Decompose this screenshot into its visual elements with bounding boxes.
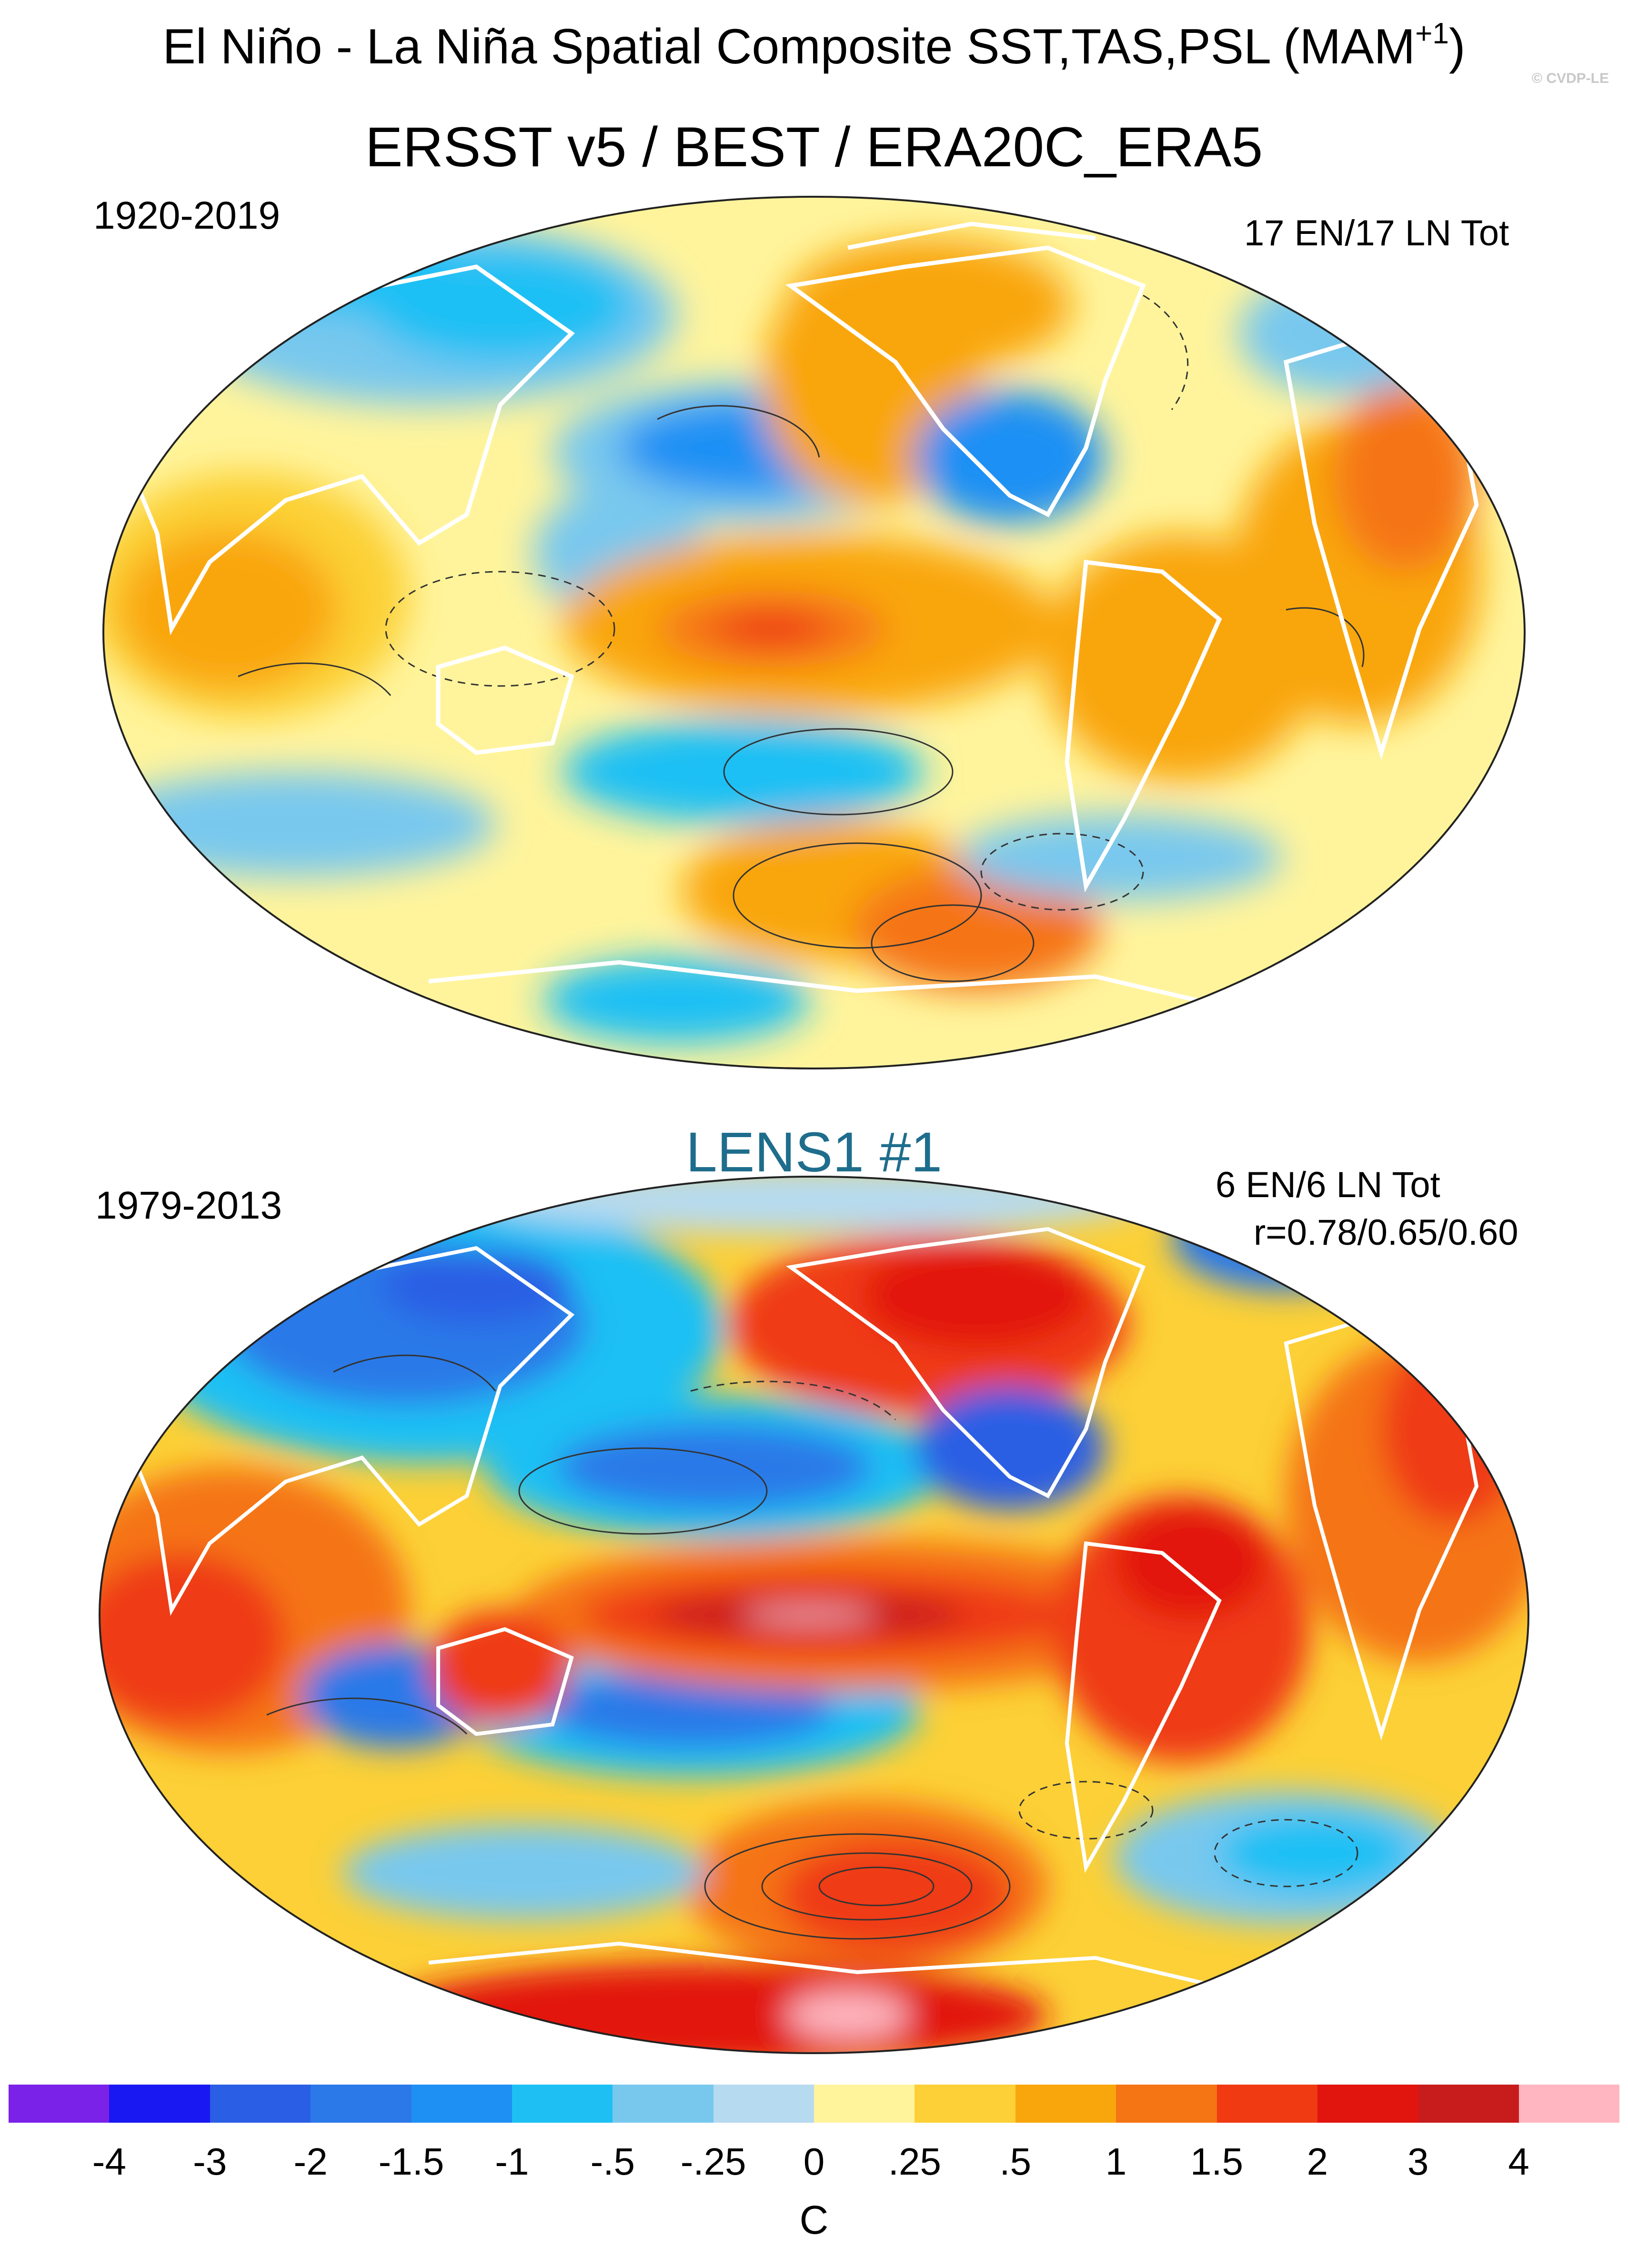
panel2-map — [99, 1176, 1529, 2054]
colorbar-segment — [613, 2085, 714, 2123]
panel2-anomaly-field — [100, 1177, 1528, 2053]
colorbar-tick-label: -3 — [193, 2140, 227, 2183]
colorbar-segment — [1216, 2085, 1317, 2123]
panel2-psl-contours-negative — [690, 1381, 1358, 1887]
panel2-psl-contours — [266, 1354, 1011, 1940]
colorbar-tick-label: 2 — [1306, 2140, 1328, 2183]
colorbar-segment — [814, 2085, 915, 2123]
colorbar-tick-label: 1.5 — [1190, 2140, 1244, 2183]
colorbar-tick-label: .5 — [999, 2140, 1032, 2183]
panel2-map-border — [99, 1176, 1529, 2054]
panel1-period: 1920-2019 — [93, 194, 281, 237]
panel1-map — [102, 196, 1526, 1069]
watermark: © CVDP-LE — [1531, 71, 1609, 86]
colorbar-tick-label: -.5 — [590, 2140, 635, 2183]
colorbar-tick-label: -.25 — [680, 2140, 746, 2183]
colorbar-segment — [713, 2085, 814, 2123]
panel1-count: 17 EN/17 LN Tot — [1244, 213, 1509, 253]
colorbar-segment — [914, 2085, 1015, 2123]
colorbar-segment — [1015, 2085, 1116, 2123]
panel2-correlation: r=0.78/0.65/0.60 — [1254, 1212, 1518, 1253]
panel2-title: LENS1 #1 — [686, 1121, 942, 1184]
colorbar-segment — [1116, 2085, 1217, 2123]
colorbar-segment — [210, 2085, 311, 2123]
colorbar-segment — [512, 2085, 613, 2123]
figure-title-close: ) — [1448, 19, 1466, 74]
colorbar-tick-label: -1 — [495, 2140, 529, 2183]
panel1-psl-contours — [238, 405, 1365, 982]
colorbar-segment — [9, 2085, 110, 2123]
colorbar-tick-label: 3 — [1407, 2140, 1429, 2183]
colorbar — [9, 2085, 1619, 2123]
colorbar-unit-label: C — [799, 2197, 829, 2242]
figure-title: El Niño - La Niña Spatial Composite SST,… — [0, 17, 1628, 74]
panel2-period: 1979-2013 — [95, 1184, 282, 1227]
colorbar-tick-label: -1.5 — [378, 2140, 444, 2183]
colorbar-segment — [1418, 2085, 1519, 2123]
figure-title-text: El Niño - La Niña Spatial Composite SST,… — [162, 19, 1416, 74]
colorbar-tick-label: 4 — [1508, 2140, 1529, 2183]
colorbar-segment — [1317, 2085, 1418, 2123]
panel1-map-border — [102, 196, 1526, 1069]
colorbar-segment — [411, 2085, 512, 2123]
colorbar-tick-label: -2 — [293, 2140, 328, 2183]
colorbar-segment — [1518, 2085, 1619, 2123]
panel1-title: ERSST v5 / BEST / ERA20C_ERA5 — [365, 116, 1263, 179]
colorbar-tick-label: 1 — [1105, 2140, 1127, 2183]
figure-title-superscript: +1 — [1415, 17, 1449, 50]
colorbar-tick-label: -4 — [92, 2140, 126, 2183]
colorbar-segment — [311, 2085, 412, 2123]
panel2-count: 6 EN/6 LN Tot — [1216, 1165, 1440, 1205]
colorbar-tick-label: 0 — [803, 2140, 825, 2183]
colorbar-segment — [109, 2085, 210, 2123]
panel1-psl-contours-negative — [385, 294, 1189, 911]
colorbar-tick-label: .25 — [888, 2140, 941, 2183]
